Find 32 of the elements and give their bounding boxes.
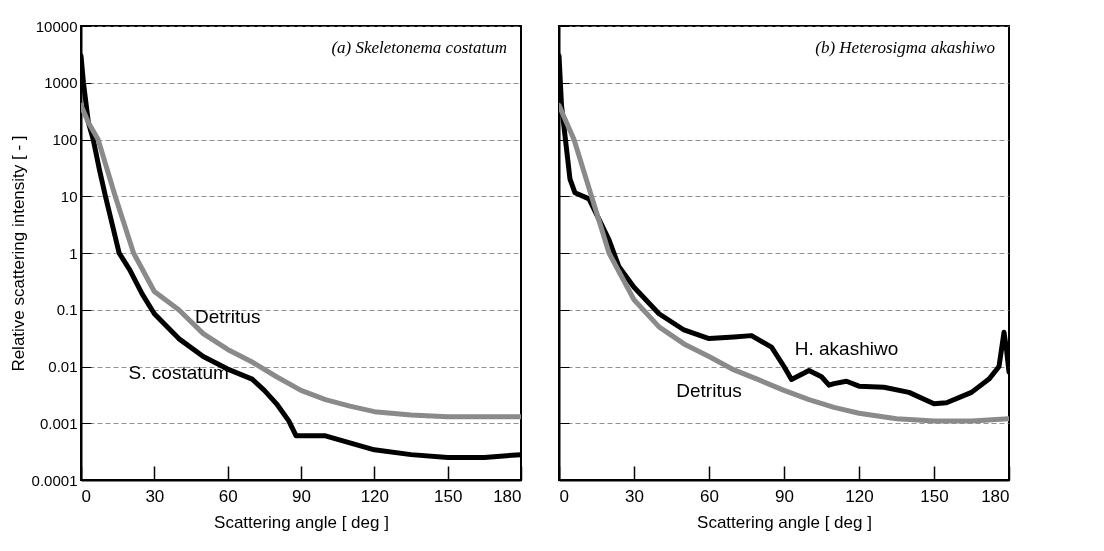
x-axis-title: Scattering angle [ deg ]: [697, 512, 872, 532]
x-tick-label: 90: [775, 486, 794, 506]
series-label: H. akashiwo: [794, 338, 899, 360]
x-tick-label: 60: [700, 486, 719, 506]
x-axis-title: Scattering angle [ deg ]: [214, 512, 389, 532]
y-tick-label: 1000: [44, 74, 78, 92]
y-tick-label: 10: [60, 187, 78, 205]
series-label: Detritus: [676, 379, 742, 401]
x-tick-label: 0: [559, 486, 569, 506]
x-tick-label: 0: [81, 486, 91, 506]
x-tick-label: 150: [920, 486, 949, 506]
x-tick-label: 120: [360, 486, 390, 506]
x-tick-label: 30: [625, 486, 644, 506]
series-label: Detritus: [194, 306, 261, 328]
y-tick-label: 0.0001: [31, 471, 78, 489]
x-tick-label: 150: [433, 486, 463, 506]
x-tick-label: 60: [218, 486, 238, 506]
y-tick-label: 0.1: [56, 301, 78, 319]
x-tick-label: 90: [292, 486, 311, 506]
y-tick-label: 1: [69, 244, 78, 262]
x-tick-label: 180: [493, 486, 522, 506]
text: (a) Skeletonema costatum: [331, 38, 507, 57]
text: (b) Heterosigma akashiwo: [815, 38, 995, 57]
y-axis-title: Relative scattering intensity [ - ]: [8, 135, 28, 372]
series-label: S. costatum: [128, 361, 229, 383]
x-tick-label: 120: [845, 486, 874, 506]
y-tick-label: 10000: [35, 17, 78, 35]
x-tick-label: 180: [981, 486, 1010, 506]
x-tick-label: 30: [145, 486, 165, 506]
y-tick-label: 0.001: [39, 414, 78, 432]
y-tick-label: 0.01: [48, 358, 78, 375]
y-tick-label: 100: [52, 131, 78, 148]
